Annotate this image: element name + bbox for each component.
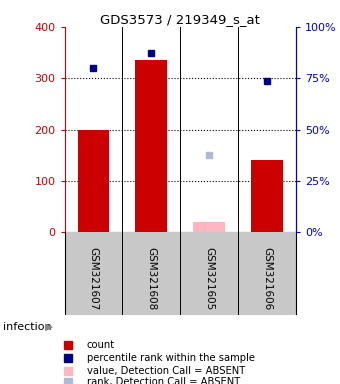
Bar [135, 60, 167, 232]
Text: count: count [87, 340, 115, 350]
Text: GSM321608: GSM321608 [146, 247, 156, 310]
Bar [251, 161, 283, 232]
Text: percentile rank within the sample: percentile rank within the sample [87, 353, 255, 363]
Bar [193, 222, 225, 232]
Text: GSM321606: GSM321606 [262, 247, 272, 310]
Text: infection: infection [3, 322, 52, 332]
Bar [65, 324, 180, 349]
Text: value, Detection Call = ABSENT: value, Detection Call = ABSENT [87, 366, 245, 376]
Bar [78, 129, 109, 232]
Text: rank, Detection Call = ABSENT: rank, Detection Call = ABSENT [87, 377, 240, 384]
Text: GSM321605: GSM321605 [204, 247, 214, 310]
Text: control: control [219, 332, 257, 342]
Text: C. pneumonia: C. pneumonia [84, 332, 161, 342]
Bar [180, 324, 296, 349]
Title: GDS3573 / 219349_s_at: GDS3573 / 219349_s_at [100, 13, 260, 26]
Text: GSM321607: GSM321607 [88, 247, 99, 310]
